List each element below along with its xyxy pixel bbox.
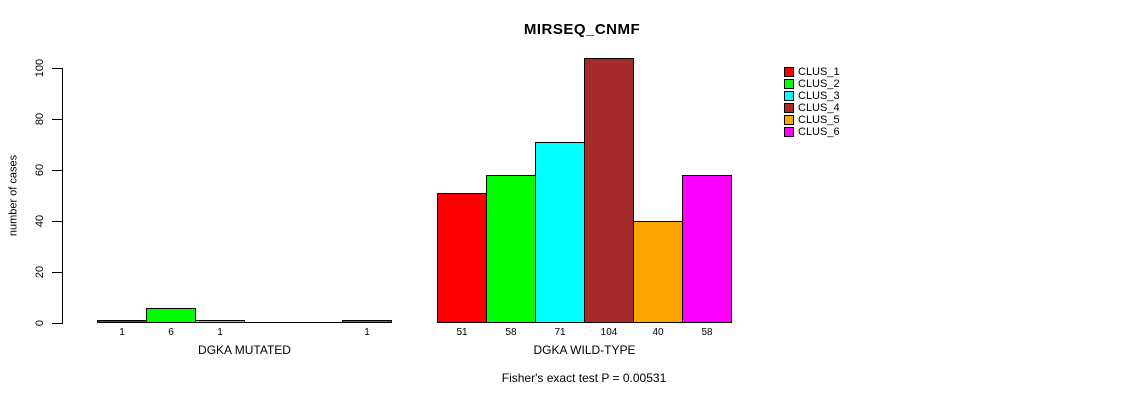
bar-clus_1-group1: [97, 320, 147, 323]
bar-value-label: 1: [364, 327, 370, 338]
y-axis-tick-label: 40: [34, 214, 46, 228]
y-axis-tick: [52, 119, 62, 120]
legend-swatch-clus_1: [784, 67, 794, 77]
chart-title: MIRSEQ_CNMF: [523, 21, 641, 38]
legend-label-clus_5: CLUS_5: [798, 114, 840, 126]
bar-value-label: 58: [505, 327, 517, 338]
y-axis-tick: [52, 170, 62, 171]
y-axis-title: number of cases: [7, 154, 20, 237]
legend-label-clus_1: CLUS_1: [798, 66, 840, 78]
legend-label-clus_6: CLUS_6: [798, 126, 840, 138]
bar-clus_2-group2: [486, 175, 536, 323]
y-axis-tick-label: 20: [34, 265, 46, 279]
bar-clus_6-group1: [342, 320, 392, 323]
bar-value-label: 6: [168, 327, 174, 338]
x-group-label: DGKA WILD-TYPE: [533, 343, 636, 357]
bar-clus_6-group2: [682, 175, 732, 323]
legend-swatch-clus_6: [784, 127, 794, 137]
bar-value-label: 40: [652, 327, 664, 338]
bar-value-label: 71: [554, 327, 566, 338]
legend-label-clus_2: CLUS_2: [798, 78, 840, 90]
bar-clus_2-group1: [146, 308, 196, 323]
y-axis-tick: [52, 68, 62, 69]
y-axis-tick: [52, 221, 62, 222]
y-axis-line: [62, 68, 63, 324]
legend-label-clus_3: CLUS_3: [798, 90, 840, 102]
y-axis-tick-label: 0: [34, 319, 46, 327]
legend-swatch-clus_4: [784, 103, 794, 113]
bar-value-label: 1: [217, 327, 223, 338]
legend-label-clus_4: CLUS_4: [798, 102, 840, 114]
fisher-test-annotation: Fisher's exact test P = 0.00531: [501, 371, 667, 385]
bar-clus_3-group2: [535, 142, 585, 323]
bar-clus_5-group2: [633, 221, 683, 323]
y-axis-tick: [52, 272, 62, 273]
x-group-label: DGKA MUTATED: [198, 343, 291, 357]
legend-swatch-clus_3: [784, 91, 794, 101]
bar-value-label: 58: [701, 327, 713, 338]
y-axis-tick: [52, 323, 62, 324]
legend-swatch-clus_2: [784, 79, 794, 89]
bar-value-label: 51: [456, 327, 468, 338]
legend-swatch-clus_5: [784, 115, 794, 125]
bar-clus_1-group2: [437, 193, 487, 323]
y-axis-tick-label: 80: [34, 112, 46, 126]
bar-value-label: 1: [119, 327, 125, 338]
bar-clus_5-group1-zero: [293, 322, 343, 323]
bar-clus_4-group1-zero: [244, 322, 294, 323]
bar-clus_3-group1: [195, 320, 245, 323]
bar-clus_4-group2: [584, 58, 634, 323]
y-axis-tick-label: 100: [34, 58, 46, 78]
y-axis-tick-label: 60: [34, 163, 46, 177]
bar-value-label: 104: [600, 327, 618, 338]
